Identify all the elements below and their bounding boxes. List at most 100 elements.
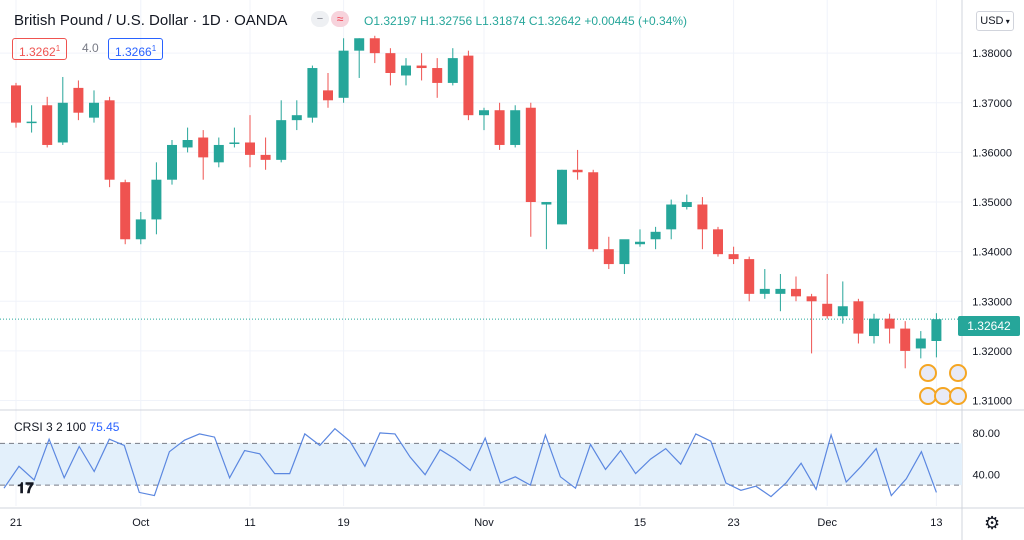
candle-body <box>182 140 193 148</box>
last-price-tag: 1.32642 <box>958 316 1020 336</box>
time-tick-label: Nov <box>474 517 494 529</box>
candle-body <box>104 100 115 180</box>
candle-body <box>681 202 692 207</box>
price-tick-label: 1.36000 <box>972 147 1012 159</box>
candle-body <box>89 102 99 118</box>
candle-body <box>245 142 255 155</box>
candle-body <box>323 90 333 101</box>
candle-body <box>213 144 224 163</box>
candle-body <box>713 229 723 255</box>
sell-price-button[interactable]: 1.32621 <box>12 38 68 60</box>
price-tick-label: 1.37000 <box>972 98 1012 110</box>
candle-body <box>775 288 786 294</box>
compare-icon[interactable]: ≈ <box>331 11 349 27</box>
indicator-params: 3 2 100 <box>46 420 87 434</box>
close-label: C <box>528 14 538 28</box>
candle-body <box>291 115 302 121</box>
candle-body <box>494 110 505 145</box>
candle-body <box>837 306 848 317</box>
price-tick-label: 1.32000 <box>972 346 1012 358</box>
rsi-tick-label: 40.00 <box>972 470 1000 482</box>
time-tick-label: Dec <box>817 517 837 529</box>
candle-body <box>307 68 318 118</box>
candle-body <box>806 296 817 302</box>
candle-body <box>869 318 879 337</box>
price-tick-label: 1.33000 <box>972 296 1012 308</box>
price-tick-label: 1.34000 <box>972 247 1012 259</box>
candle-body <box>635 241 645 245</box>
candle-body <box>884 318 895 329</box>
candle-body <box>791 288 801 297</box>
candle-body <box>759 288 770 294</box>
event-flag-icon <box>934 387 952 405</box>
candle-body <box>603 249 614 265</box>
candle-body <box>276 120 287 160</box>
candle-body <box>479 110 489 116</box>
bid-superscript: 1 <box>55 44 61 53</box>
candle-body <box>369 38 380 54</box>
candle-body <box>229 142 240 144</box>
candle-body <box>57 102 68 143</box>
candle-body <box>728 254 739 260</box>
candle-body <box>26 121 37 124</box>
candle-body <box>385 53 396 73</box>
time-tick-label: 15 <box>634 517 646 529</box>
candle-body <box>900 328 911 351</box>
close-value: 1.32642 <box>537 14 581 28</box>
high-value: 1.32756 <box>428 14 473 28</box>
low-label: L <box>475 14 483 28</box>
price-tick-label: 1.31000 <box>972 396 1012 408</box>
time-tick-label: 11 <box>244 517 255 529</box>
time-tick-label: 13 <box>930 517 942 529</box>
buy-price-button[interactable]: 1.32661 <box>108 38 164 60</box>
gear-icon[interactable]: ⚙ <box>984 513 1001 533</box>
collapse-button[interactable]: − <box>311 11 329 27</box>
candle-body <box>588 172 599 250</box>
time-tick-label: 19 <box>337 517 349 529</box>
currency-button[interactable]: USD ▾ <box>976 11 1014 31</box>
candle-body <box>650 231 661 240</box>
candle-body <box>73 87 84 113</box>
event-flag-icon <box>949 364 967 382</box>
candle-body <box>510 110 521 145</box>
indicator-legend[interactable]: CRSI 3 2 100 75.45 <box>14 420 119 434</box>
candle-body <box>198 137 209 158</box>
price-tick-label: 1.38000 <box>972 48 1012 60</box>
candle-body <box>619 239 630 265</box>
ask-value: 1.3266 <box>115 45 152 59</box>
candle-body <box>135 219 146 240</box>
candle-body <box>447 58 458 83</box>
candle-body <box>744 259 755 294</box>
candle-body <box>151 179 162 220</box>
low-value: 1.31874 <box>482 14 526 28</box>
candle-body <box>120 182 131 240</box>
ask-superscript: 1 <box>151 44 157 53</box>
candle-body <box>11 85 21 123</box>
indicator-name: CRSI <box>14 420 43 434</box>
chevron-down-icon: ▾ <box>1003 17 1010 26</box>
candle-body <box>463 55 474 116</box>
tradingview-logo-icon[interactable]: 𝟏𝟕 <box>17 480 34 497</box>
change-value: +0.00445 (+0.34%) <box>584 14 688 28</box>
rsi-line <box>3 427 937 498</box>
time-tick-label: 21 <box>10 517 22 529</box>
open-label: O <box>364 14 374 28</box>
candle-body <box>572 169 583 173</box>
event-flag-icon <box>919 387 937 405</box>
indicator-value: 75.45 <box>89 420 120 434</box>
candle-body <box>931 319 942 341</box>
candle-body <box>557 169 567 225</box>
rsi-band <box>0 443 962 486</box>
time-tick-label: 23 <box>727 517 739 529</box>
rsi-tick-label: 80.00 <box>972 428 1000 440</box>
ohlc-legend: O1.32197 H1.32756 L1.31874 C1.32642 +0.0… <box>364 14 687 28</box>
high-label: H <box>420 14 429 28</box>
candle-body <box>260 154 271 160</box>
candle-body <box>822 303 833 317</box>
spread-value: 4.0 <box>82 41 99 55</box>
chart-title[interactable]: British Pound / U.S. Dollar · 1D · OANDA <box>14 12 288 29</box>
price-tick-label: 1.35000 <box>972 197 1012 209</box>
candle-body <box>401 65 411 76</box>
candle-body <box>915 338 926 349</box>
